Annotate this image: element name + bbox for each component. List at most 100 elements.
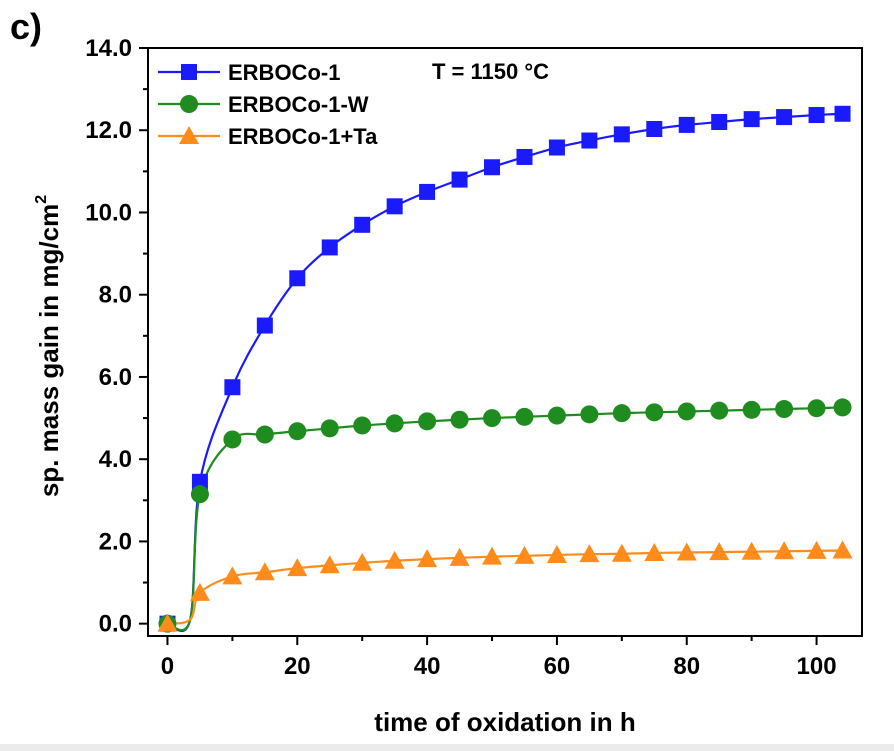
- data-point-square: [354, 216, 371, 233]
- x-tick-label: 0: [161, 653, 174, 680]
- legend-label: ERBOCo-1+Ta: [228, 124, 378, 149]
- data-point-square: [289, 270, 306, 287]
- data-point-circle: [385, 414, 404, 433]
- data-point-square: [646, 121, 663, 138]
- data-point-triangle: [319, 555, 340, 574]
- data-point-circle: [223, 430, 242, 449]
- x-tick-label: 80: [673, 653, 700, 680]
- data-point-triangle: [774, 541, 795, 560]
- temperature-annotation: T = 1150 °C: [432, 59, 549, 84]
- series-lines: [167, 112, 843, 633]
- data-point-circle: [833, 398, 852, 417]
- data-point-triangle: [384, 550, 405, 569]
- data-point-circle: [677, 402, 696, 421]
- data-point-circle: [775, 400, 794, 419]
- data-point-triangle: [806, 540, 827, 559]
- data-point-circle: [190, 485, 209, 504]
- legend-label: ERBOCo-1-W: [228, 92, 369, 117]
- data-point-square: [711, 114, 728, 131]
- x-axis-label: time of oxidation in h: [374, 707, 635, 737]
- data-point-square: [581, 132, 598, 149]
- y-tick-label: 10.0: [85, 199, 132, 226]
- data-point-triangle: [157, 613, 178, 632]
- panel-label: c): [10, 6, 43, 47]
- data-point-circle: [612, 404, 631, 423]
- data-point-circle: [255, 425, 274, 444]
- data-point-triangle: [546, 544, 567, 563]
- data-point-circle: [515, 407, 534, 426]
- legend-marker-square: [181, 64, 197, 80]
- data-point-circle: [742, 400, 761, 419]
- data-point-square: [256, 317, 273, 334]
- data-point-square: [743, 111, 760, 128]
- data-point-square: [808, 107, 825, 124]
- legend: ERBOCo-1 ERBOCo-1-W ERBOCo-1+Ta: [158, 60, 378, 149]
- x-tick-label: 100: [797, 653, 837, 680]
- data-point-triangle: [352, 552, 373, 571]
- y-axis-label-main: sp. mass gain in mg/cm: [34, 204, 64, 497]
- plot-frame: [147, 47, 863, 637]
- tick-labels: 0 20 40 60 80 100 0.0 2.0 4.0 6.0 8.0 10.0 12.0 14.0: [85, 35, 836, 680]
- data-point-circle: [288, 422, 307, 441]
- series-line-triangle: [167, 549, 843, 625]
- data-point-triangle: [611, 543, 632, 562]
- data-point-circle: [580, 405, 599, 424]
- x-tick-label: 40: [414, 653, 441, 680]
- data-point-circle: [450, 410, 469, 429]
- data-point-circle: [320, 419, 339, 438]
- data-point-square: [321, 239, 338, 256]
- series-markers: [157, 105, 853, 633]
- data-point-triangle: [709, 542, 730, 561]
- data-point-triangle: [514, 545, 535, 564]
- data-point-square: [224, 379, 241, 396]
- data-point-square: [516, 148, 533, 165]
- data-point-triangle: [417, 549, 438, 568]
- legend-label: ERBOCo-1: [228, 60, 340, 85]
- data-point-circle: [645, 403, 664, 422]
- data-point-triangle: [482, 546, 503, 565]
- data-point-circle: [547, 406, 566, 425]
- data-point-square: [191, 473, 208, 490]
- data-point-triangle: [222, 566, 243, 585]
- data-point-square: [484, 159, 501, 176]
- series-line-square: [167, 112, 843, 633]
- data-point-circle: [807, 399, 826, 418]
- y-tick-label: 14.0: [85, 35, 132, 62]
- data-point-triangle: [644, 542, 665, 561]
- data-point-square: [834, 105, 851, 122]
- legend-marker-triangle: [179, 126, 199, 144]
- data-point-triangle: [189, 582, 210, 601]
- data-point-circle: [483, 409, 502, 428]
- data-point-triangle: [741, 541, 762, 560]
- data-point-triangle: [579, 544, 600, 563]
- x-tick-label: 60: [544, 653, 571, 680]
- data-point-circle: [418, 412, 437, 431]
- y-tick-label: 0.0: [99, 611, 132, 638]
- bottom-strip: [0, 744, 894, 751]
- data-point-square: [776, 109, 793, 126]
- data-point-triangle: [676, 542, 697, 561]
- data-point-circle: [353, 416, 372, 435]
- data-point-circle: [710, 401, 729, 420]
- data-point-triangle: [254, 562, 275, 581]
- data-point-triangle: [449, 547, 470, 566]
- y-tick-label: 4.0: [99, 446, 132, 473]
- legend-marker-circle: [180, 95, 198, 113]
- data-point-triangle: [287, 558, 308, 577]
- y-tick-label: 12.0: [85, 117, 132, 144]
- data-point-square: [386, 198, 403, 215]
- data-point-square: [613, 126, 630, 143]
- data-point-square: [419, 183, 436, 200]
- y-tick-label: 2.0: [99, 528, 132, 555]
- y-axis-label: sp. mass gain in mg/cm2: [33, 195, 64, 497]
- axis-ticks: [139, 47, 818, 645]
- data-point-square: [678, 116, 695, 133]
- x-tick-label: 20: [284, 653, 311, 680]
- y-tick-label: 8.0: [99, 282, 132, 309]
- data-point-square: [548, 139, 565, 156]
- y-tick-label: 6.0: [99, 364, 132, 391]
- data-point-square: [451, 171, 468, 188]
- data-point-triangle: [832, 540, 853, 559]
- y-axis-label-superscript: 2: [33, 195, 50, 204]
